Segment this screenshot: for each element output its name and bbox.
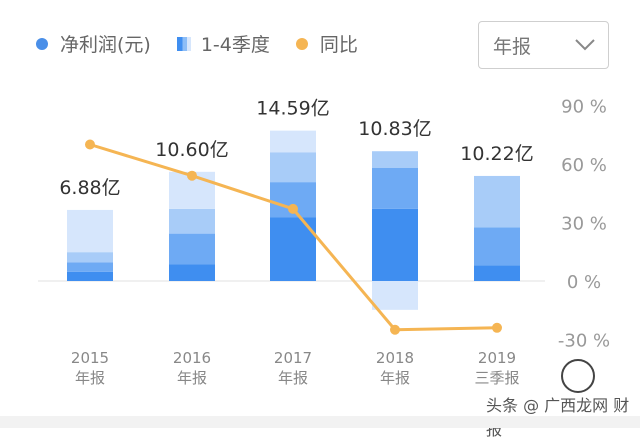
x-tick-label: 年报 — [278, 369, 308, 387]
legend-item-net-profit[interactable]: 净利润(元) — [36, 30, 151, 57]
legend-label-net-profit: 净利润(元) — [60, 34, 151, 56]
legend-dot-icon — [295, 37, 308, 50]
x-tick-label: 年报 — [177, 369, 207, 387]
x-tick-label: 2019 — [478, 349, 516, 367]
bar-segment — [372, 167, 418, 209]
bar-segment — [372, 281, 418, 310]
legend-dot-icon — [36, 37, 48, 50]
legend-label-quarters: 1-4季度 — [200, 34, 270, 56]
bar-segment — [67, 262, 113, 272]
x-tick-label: 2018 — [376, 349, 414, 367]
x-tick-label: 2017 — [274, 349, 312, 367]
y2-tick-label: 0 % — [567, 272, 601, 293]
y2-tick-label: 90 % — [561, 97, 607, 118]
legend-item-quarters[interactable]: 1-4季度 — [176, 30, 270, 57]
x-tick-label: 年报 — [380, 369, 410, 387]
report-type-value: 年报 — [493, 36, 532, 58]
legend-bar-icon — [176, 36, 191, 51]
yoy-point — [288, 203, 298, 214]
bar-segment — [474, 265, 520, 281]
bar-total-label: 10.60亿 — [155, 139, 228, 161]
y2-tick-label: -30 % — [558, 331, 610, 352]
x-tick-label: 2015 — [71, 349, 109, 367]
bar-total-label: 14.59亿 — [256, 98, 329, 120]
chevron-down-icon — [575, 39, 595, 51]
bar-segment — [169, 264, 215, 281]
bar-segment — [169, 233, 215, 265]
bar-segment — [372, 151, 418, 168]
bar-segment — [67, 271, 113, 281]
legend-label-yoy: 同比 — [319, 34, 358, 56]
profit-chart: 6.88亿 10.60亿 14.59亿 10.83亿 10.22亿 90 % 60 % 30 … — [38, 97, 610, 387]
yoy-point — [390, 324, 400, 335]
yoy-point — [85, 139, 95, 150]
chart-legend: 净利润(元) 1-4季度 同比 — [36, 30, 384, 57]
yoy-point — [492, 322, 502, 333]
bar-segment — [67, 252, 113, 263]
yoy-point — [187, 170, 197, 181]
bar-segment — [270, 130, 316, 153]
bottom-strip — [0, 416, 640, 428]
y2-tick-label: 60 % — [561, 155, 607, 176]
bar-segment — [67, 209, 113, 253]
bar-segment — [372, 208, 418, 281]
bar-segment — [474, 175, 520, 228]
legend-item-yoy[interactable]: 同比 — [295, 30, 358, 57]
bar-total-label: 6.88亿 — [59, 177, 120, 199]
bar-total-label: 10.83亿 — [358, 118, 431, 140]
x-tick-label: 年报 — [75, 369, 105, 387]
y2-tick-label: 30 % — [561, 214, 607, 235]
x-tick-label: 三季报 — [474, 369, 519, 387]
report-type-select[interactable]: 年报 — [478, 21, 609, 69]
loading-circle-icon — [561, 359, 595, 393]
x-tick-label: 2016 — [173, 349, 211, 367]
bar-total-label: 10.22亿 — [460, 143, 533, 165]
bar-segment — [169, 208, 215, 234]
bar-segment — [474, 227, 520, 266]
bar-segment — [270, 152, 316, 183]
